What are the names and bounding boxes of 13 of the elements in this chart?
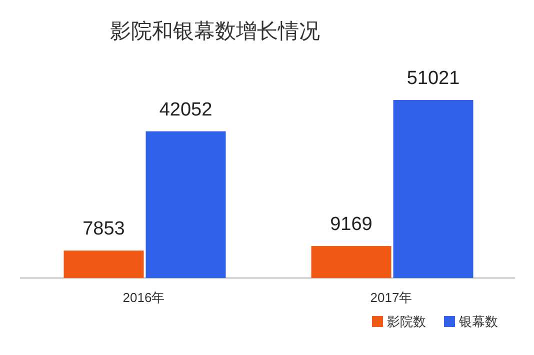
bar (146, 131, 226, 278)
x-tick-label: 2017年 (370, 290, 412, 305)
data-label: 7853 (82, 218, 125, 240)
chart-title: 影院和银幕数增长情况 (110, 20, 320, 43)
x-tick-label: 2016年 (122, 290, 165, 305)
legend-label: 银幕数 (458, 314, 498, 329)
bar (64, 250, 144, 278)
legend-label: 影院数 (387, 314, 426, 329)
bar (393, 100, 474, 278)
data-label: 9169 (330, 214, 372, 236)
bar (311, 246, 392, 278)
data-label: 51021 (406, 68, 460, 89)
data-label: 42052 (159, 99, 212, 120)
